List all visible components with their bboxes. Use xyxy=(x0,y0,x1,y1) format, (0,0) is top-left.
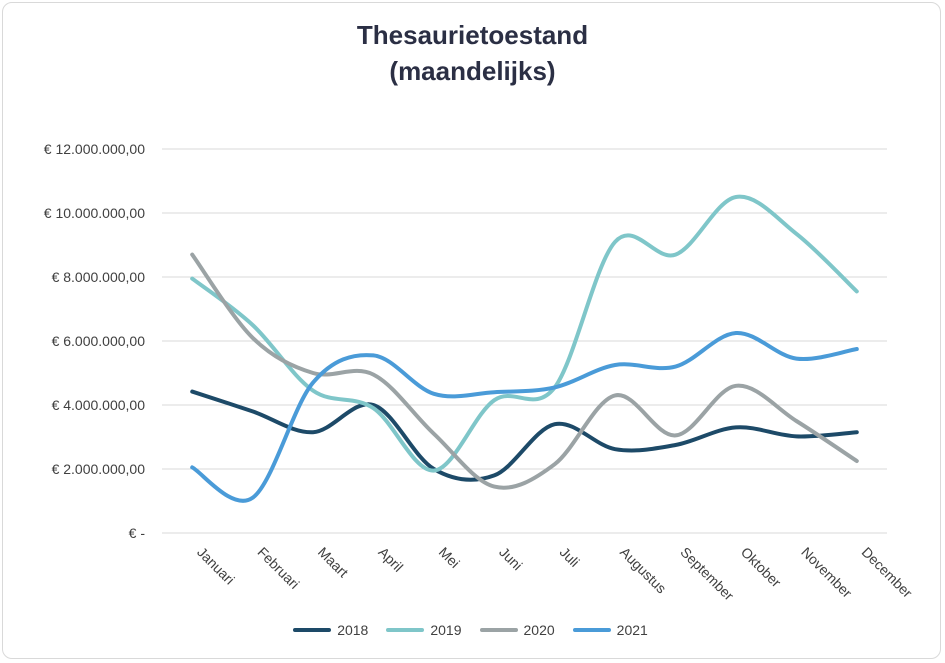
x-tick-label: Maart xyxy=(315,544,352,581)
legend-item-2020: 2020 xyxy=(479,622,555,638)
gridlines xyxy=(162,148,887,534)
x-tick-label: Oktober xyxy=(738,544,785,591)
x-tick-label: September xyxy=(677,544,737,604)
x-axis-ticks: Januari Februari Maart April Mei Juni Juli Augu… xyxy=(194,544,916,604)
x-tick-label: Juni xyxy=(496,544,525,573)
legend-swatch xyxy=(572,628,611,632)
x-tick-label: December xyxy=(859,544,916,601)
chart-subtitle: (maandelijks) xyxy=(389,56,556,86)
legend-label: 2020 xyxy=(523,622,555,638)
series-line-2021 xyxy=(190,331,859,503)
x-tick-label: Mei xyxy=(436,544,463,571)
legend-label: 2021 xyxy=(616,622,648,638)
y-tick-label: € 8.000.000,00 xyxy=(52,269,146,285)
x-tick-label: Juli xyxy=(557,544,583,570)
series-line-2018 xyxy=(190,389,859,482)
series-line-2019 xyxy=(190,194,859,473)
legend-label: 2018 xyxy=(337,622,369,638)
x-tick-label: April xyxy=(375,544,406,575)
series-lines xyxy=(190,194,859,503)
y-tick-label: € 4.000.000,00 xyxy=(52,397,146,413)
legend-item-2019: 2019 xyxy=(386,622,462,638)
y-tick-label: € 6.000.000,00 xyxy=(52,333,146,349)
y-tick-label: € 12.000.000,00 xyxy=(44,141,145,157)
legend-swatch xyxy=(479,628,518,632)
legend: 2018 2019 2020 2021 xyxy=(0,622,945,638)
y-tick-label: € 10.000.000,00 xyxy=(44,205,145,221)
chart-title: Thesaurietoestand xyxy=(356,20,589,50)
legend-swatch xyxy=(293,628,332,632)
x-tick-label: Januari xyxy=(194,544,238,588)
legend-item-2021: 2021 xyxy=(572,622,648,638)
y-tick-label: € - xyxy=(129,525,146,541)
legend-swatch xyxy=(386,628,425,632)
x-tick-label: November xyxy=(798,544,855,601)
y-tick-label: € 2.000.000,00 xyxy=(52,461,146,477)
legend-label: 2019 xyxy=(430,622,462,638)
x-tick-label: Augustus xyxy=(617,544,670,597)
series-line-2020 xyxy=(190,252,859,490)
legend-item-2018: 2018 xyxy=(293,622,368,638)
y-axis-ticks: € - € 2.000.000,00 € 4.000.000,00 € 6.000.0… xyxy=(44,141,146,541)
x-tick-label: Februari xyxy=(255,544,303,592)
